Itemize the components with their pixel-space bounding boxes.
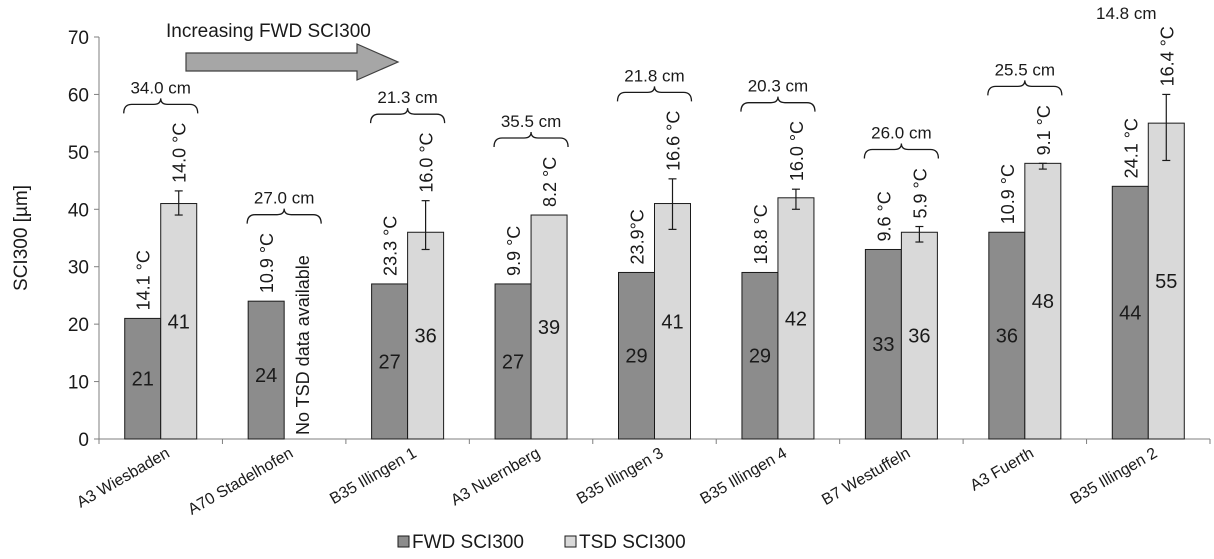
tsd-temperature-label: 16.0 °C: [417, 132, 437, 192]
y-tick-label: 10: [68, 373, 89, 394]
fwd-bar: [988, 231, 1026, 440]
y-tick-label: 70: [68, 28, 89, 49]
thickness-label: 25.5 cm: [995, 60, 1055, 79]
tsd-temperature-label: 16.0 °C: [787, 121, 807, 181]
tsd-value-label: 42: [785, 308, 807, 330]
fwd-value-label: 33: [872, 334, 894, 356]
legend-tsd-swatch: [564, 535, 577, 548]
tsd-temperature-label: 5.9 °C: [910, 168, 930, 218]
fwd-value-label: 24: [255, 365, 277, 387]
fwd-value-label: 36: [996, 326, 1018, 348]
thickness-label: 20.3 cm: [748, 77, 808, 96]
fwd-bar: [864, 248, 902, 440]
tsd-value-label: 36: [414, 326, 436, 348]
tsd-bar: [530, 214, 568, 440]
y-tick-label: 40: [68, 200, 89, 221]
tsd-value-label: 41: [661, 311, 683, 333]
y-tick-label: 0: [78, 430, 89, 451]
y-axis-title: SCI300 [µm]: [11, 185, 32, 291]
thickness-bracket: [616, 86, 693, 102]
thickness-bracket: [493, 131, 569, 148]
thickness-bracket: [740, 96, 816, 112]
tsd-value-label: 39: [538, 317, 560, 339]
x-tick-label: B7 Westuffeln: [819, 445, 913, 509]
fwd-value-label: 27: [502, 351, 524, 373]
fwd-value-label: 44: [1119, 303, 1141, 325]
x-tick-label: B35 Illingen 3: [574, 445, 667, 508]
x-tick-label: A3 Nuernberg: [448, 445, 543, 510]
tsd-temperature-label: 16.4 °C: [1157, 26, 1177, 86]
tsd-temperature-label: 16.6 °C: [664, 111, 684, 171]
fwd-temperature-label: 23.3 °C: [381, 216, 401, 276]
y-tick-label: 20: [68, 315, 89, 336]
legend: FWD SCI300 TSD SCI300: [397, 532, 686, 553]
y-tick-label: 30: [68, 258, 89, 279]
tsd-temperature-label: 9.1 °C: [1034, 105, 1054, 155]
x-tick-label: B35 Illingen 1: [327, 445, 420, 508]
arrow-icon: [185, 43, 400, 81]
thickness-bracket: [863, 143, 940, 159]
tsd-value-label: 36: [908, 326, 930, 348]
fwd-temperature-label: 18.8 °C: [751, 204, 771, 264]
tsd-temperature-label: 14.0 °C: [170, 123, 190, 183]
thickness-label: 34.0 cm: [130, 78, 190, 97]
fwd-bar: [124, 317, 162, 440]
fwd-temperature-label: 9.6 °C: [874, 191, 894, 241]
tsd-bar: [654, 203, 691, 440]
y-tick-label: 50: [68, 143, 89, 164]
tsd-bar: [407, 231, 445, 440]
thickness-label: 21.3 cm: [377, 88, 437, 107]
tsd-value-label: 41: [168, 311, 190, 333]
thickness-bracket: [369, 108, 446, 124]
fwd-temperature-label: 10.9 °C: [257, 233, 277, 293]
fwd-value-label: 21: [132, 369, 154, 391]
no-data-note: No TSD data available: [293, 255, 313, 435]
tsd-bar: [160, 203, 198, 440]
x-tick-label: A3 Wiesbaden: [74, 445, 173, 512]
thickness-label: 27.0 cm: [254, 189, 314, 208]
thickness-bracket: [987, 80, 1063, 96]
legend-fwd-label: FWD SCI300: [412, 532, 524, 553]
fwd-bar: [618, 271, 655, 440]
thickness-label: 35.5 cm: [501, 112, 561, 131]
fwd-bar: [494, 283, 532, 440]
thickness-label: 26.0 cm: [871, 124, 931, 143]
tsd-bar: [1024, 162, 1062, 440]
legend-fwd-swatch: [397, 535, 410, 548]
tsd-value-label: 48: [1032, 291, 1054, 313]
fwd-bar: [741, 271, 779, 440]
thickness-bracket: [246, 208, 322, 224]
fwd-bar: [1111, 185, 1149, 440]
fwd-temperature-label: 24.1 °C: [1121, 118, 1141, 178]
fwd-temperature-label: 10.9 °C: [998, 164, 1018, 224]
tsd-bar: [777, 197, 815, 440]
arrow-annotation-label: Increasing FWD SCI300: [166, 21, 371, 42]
y-tick-label: 60: [68, 85, 89, 106]
thickness-bracket: [123, 98, 199, 114]
fwd-value-label: 29: [625, 346, 647, 368]
x-tick-label: B35 Illingen 2: [1068, 445, 1161, 508]
tsd-bar: [900, 231, 938, 440]
thickness-label: 14.8 cm: [1096, 4, 1156, 23]
tsd-value-label: 55: [1155, 271, 1177, 293]
increasing-arrow-annotation: Increasing FWD SCI300: [166, 21, 400, 81]
fwd-temperature-label: 9.9 °C: [504, 226, 524, 276]
fwd-temperature-label: 14.1 °C: [134, 250, 154, 310]
thickness-label: 21.8 cm: [624, 66, 684, 85]
fwd-temperature-label: 23.9°C: [628, 209, 648, 264]
tsd-bar: [1147, 122, 1185, 440]
fwd-bar: [247, 300, 285, 440]
x-tick-label: B35 Illingen 4: [697, 445, 790, 508]
x-tick-label: A70 Stadelhofen: [185, 445, 296, 519]
tsd-temperature-label: 8.2 °C: [540, 157, 560, 207]
fwd-value-label: 27: [378, 351, 400, 373]
legend-tsd-label: TSD SCI300: [579, 532, 686, 553]
x-tick-label: A3 Fuerth: [967, 445, 1036, 495]
fwd-value-label: 29: [749, 346, 771, 368]
